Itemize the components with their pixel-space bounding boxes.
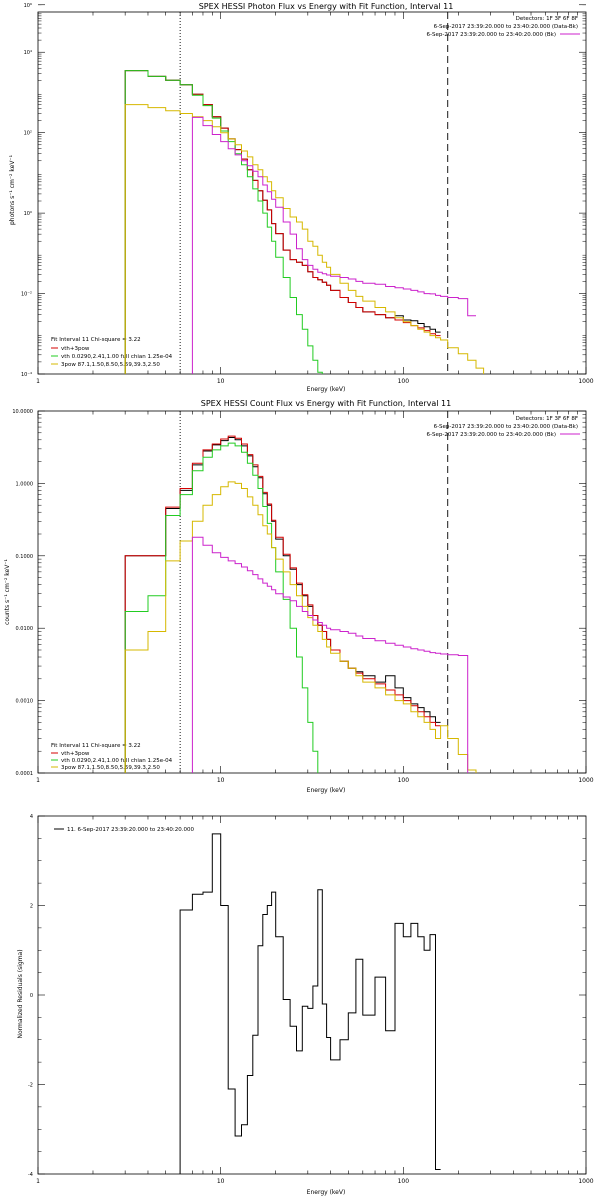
photon-flux-detectors: Detectors: 1F 3F 6F 8F bbox=[516, 16, 578, 22]
x-tick-label: 1000 bbox=[578, 1178, 593, 1185]
photon-flux-fit-title: Fit Interval 11 Chi-square = 3.22 bbox=[51, 337, 141, 343]
series-line bbox=[191, 536, 469, 773]
photon-flux-fit-red-label: vth+3pow bbox=[61, 346, 90, 352]
x-tick-label: 100 bbox=[398, 1178, 410, 1185]
photon-flux-fit-yellow-label: 3pow 87.1,1.50,8.50,5.59,39.3,2.50 bbox=[61, 362, 160, 368]
y-tick-label: 0.0100 bbox=[16, 626, 34, 632]
y-tick-label: 0 bbox=[30, 993, 33, 999]
count-flux-fit-title: Fit Interval 11 Chi-square = 3.22 bbox=[51, 743, 141, 749]
y-tick-label: 10⁰ bbox=[24, 211, 32, 217]
residuals-panel: Normalized Residuals (sigma) Energy (keV… bbox=[17, 814, 594, 1196]
photon-flux-legend-bk: 6-Sep-2017 23:39:20.000 to 23:40:20.000 … bbox=[427, 32, 557, 38]
photon-flux-legend-data: 6-Sep-2017 23:39:20.000 to 23:40:20.000 … bbox=[434, 24, 578, 30]
residuals-legend-label: 11. 6-Sep-2017 23:39:20.000 to 23:40:20.… bbox=[67, 827, 194, 833]
series-line bbox=[191, 116, 476, 374]
y-tick-label: 0.0010 bbox=[16, 699, 34, 705]
series-group bbox=[124, 70, 485, 374]
x-tick-label: 1 bbox=[36, 1178, 40, 1185]
y-tick-label: 10⁶ bbox=[24, 3, 32, 9]
x-tick-label: 10 bbox=[217, 378, 225, 385]
y-tick-label: 10⁻² bbox=[21, 292, 32, 298]
series-line bbox=[124, 435, 441, 773]
photon-flux-panel: SPEX HESSI Photon Flux vs Energy with Fi… bbox=[9, 2, 594, 393]
count-flux-title: SPEX HESSI Count Flux vs Energy with Fit… bbox=[201, 399, 452, 408]
photon-flux-fit-green-label: vth 0.0290,2.41,1.00 full chian 1.25e-04 bbox=[61, 354, 173, 360]
series-group bbox=[179, 833, 441, 1174]
count-flux-fit-yellow-label: 3pow 87.1,1.50,8.50,5.59,39.3,2.50 bbox=[61, 765, 160, 771]
y-tick-label: 0.0001 bbox=[16, 771, 34, 777]
y-tick-label: 10² bbox=[24, 131, 32, 137]
count-flux-fit-green-label: vth 0.0290,2.41,1.00 full chian 1.25e-04 bbox=[61, 758, 173, 764]
x-tick-label: 1000 bbox=[578, 777, 593, 784]
series-line bbox=[124, 70, 323, 374]
count-flux-fit-red-label: vth+3pow bbox=[61, 751, 90, 757]
y-tick-label: 2 bbox=[30, 904, 33, 910]
photon-flux-xlabel: Energy (keV) bbox=[307, 386, 346, 393]
series-line bbox=[124, 442, 319, 773]
count-flux-ylabel: counts s⁻¹ cm⁻² keV⁻¹ bbox=[4, 559, 11, 625]
y-tick-label: 4 bbox=[30, 814, 33, 820]
y-tick-label: -2 bbox=[28, 1083, 33, 1089]
photon-flux-title: SPEX HESSI Photon Flux vs Energy with Fi… bbox=[199, 2, 454, 11]
plot-frame bbox=[37, 11, 587, 375]
count-flux-legend-data: 6-Sep-2017 23:39:20.000 to 23:40:20.000 … bbox=[434, 424, 578, 430]
series-line bbox=[124, 104, 485, 374]
count-flux-legend-bk: 6-Sep-2017 23:39:20.000 to 23:40:20.000 … bbox=[427, 432, 557, 438]
series-line bbox=[124, 70, 441, 374]
y-tick-label: 10⁻⁴ bbox=[21, 372, 32, 378]
count-flux-detectors: Detectors: 1F 3F 6F 8F bbox=[516, 416, 578, 422]
count-flux-xlabel: Energy (keV) bbox=[307, 787, 346, 794]
y-tick-label: 1.0000 bbox=[16, 481, 34, 487]
x-tick-label: 1 bbox=[36, 378, 40, 385]
x-tick-label: 10 bbox=[217, 1178, 225, 1185]
photon-flux-ylabel: photons s⁻¹ cm⁻² keV⁻¹ bbox=[9, 154, 16, 225]
y-tick-label: 10⁴ bbox=[24, 50, 32, 56]
x-tick-label: 1 bbox=[36, 777, 40, 784]
x-tick-label: 100 bbox=[398, 777, 410, 784]
y-tick-label: 10.0000 bbox=[12, 409, 33, 415]
residuals-ylabel: Normalized Residuals (sigma) bbox=[17, 949, 24, 1038]
plot-frame bbox=[37, 410, 587, 774]
count-flux-panel: SPEX HESSI Count Flux vs Energy with Fit… bbox=[4, 399, 594, 794]
residuals-xlabel: Energy (keV) bbox=[307, 1189, 346, 1196]
x-tick-label: 1000 bbox=[578, 378, 593, 385]
y-tick-label: 0.1000 bbox=[16, 554, 34, 560]
y-tick-label: -4 bbox=[28, 1172, 33, 1178]
series-line bbox=[179, 833, 441, 1174]
series-group bbox=[124, 435, 477, 773]
x-tick-label: 10 bbox=[217, 777, 225, 784]
x-tick-label: 100 bbox=[398, 378, 410, 385]
